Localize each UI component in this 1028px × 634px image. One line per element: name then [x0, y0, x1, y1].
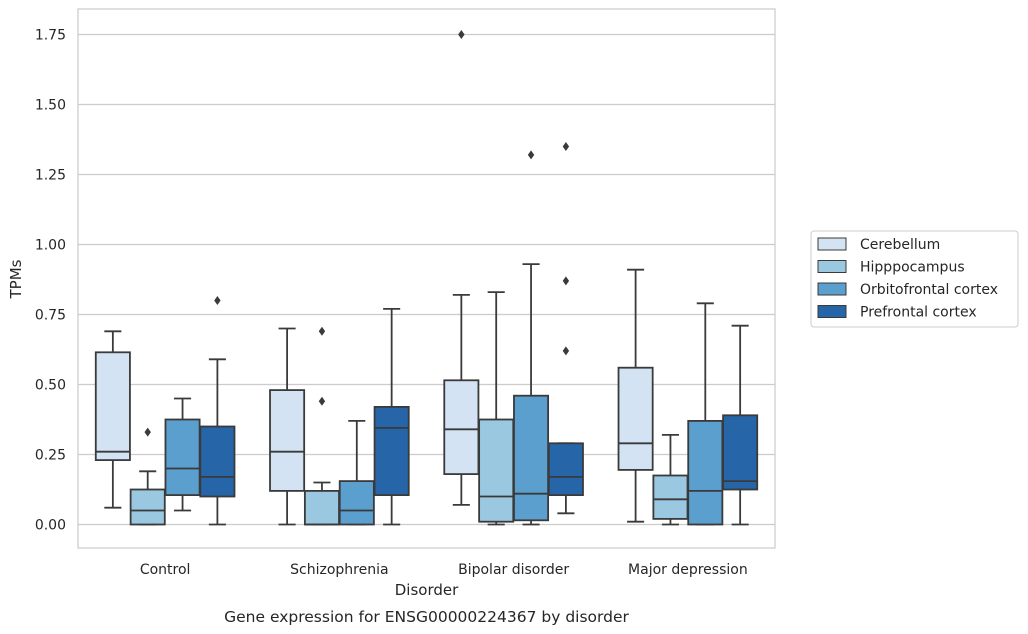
x-tick-labels: Control Schizophrenia Bipolar disorder Majo… — [140, 562, 748, 578]
x-tick-label: Major depression — [628, 562, 748, 578]
legend-label: Prefrontal cortex — [860, 305, 977, 321]
box-cerebellum — [94, 330, 131, 509]
legend-swatch — [817, 282, 847, 296]
box-iqr — [478, 418, 515, 523]
y-tick-label: 1.00 — [35, 238, 66, 254]
box-iqr — [269, 389, 306, 492]
y-axis-label: TPMs — [7, 259, 25, 299]
box-iqr — [129, 488, 166, 526]
box-iqr — [722, 414, 759, 491]
legend-swatch — [817, 305, 847, 318]
legend-frame — [810, 230, 1019, 328]
y-tick-label: 1.75 — [35, 28, 66, 44]
box-iqr — [547, 442, 584, 496]
outlier-point — [527, 150, 535, 160]
box-iqr — [94, 351, 131, 461]
y-tick-label: 0.50 — [35, 378, 66, 394]
x-tick-label: Control — [140, 562, 191, 578]
box-iqr — [303, 489, 340, 526]
box-cerebellum — [443, 30, 480, 506]
boxes — [94, 30, 759, 526]
legend-label: Cerebellum — [860, 237, 940, 253]
box-orbitofrontal-cortex — [164, 397, 201, 512]
outlier-point — [318, 396, 326, 406]
box-iqr — [652, 474, 689, 520]
box-prefrontal-cortex — [547, 142, 584, 515]
x-axis-label: Disorder — [395, 581, 459, 599]
outlier-point — [318, 326, 326, 336]
outlier-point — [562, 276, 570, 286]
box-hipppocampus — [652, 433, 689, 526]
y-tick-label: 0.00 — [35, 518, 66, 534]
box-orbitofrontal-cortex — [513, 150, 550, 526]
box-iqr — [164, 418, 201, 496]
y-tick-label: 0.75 — [35, 308, 66, 324]
box-iqr — [338, 480, 375, 526]
outlier-point — [562, 142, 570, 151]
box-orbitofrontal-cortex — [338, 419, 375, 526]
box-cerebellum — [269, 327, 306, 526]
x-tick-label: Schizophrenia — [290, 562, 388, 578]
y-tick-label: 1.25 — [35, 168, 66, 184]
outlier-point — [214, 296, 221, 305]
y-tick-label: 0.25 — [35, 448, 66, 464]
y-tick-labels: 0.00 0.25 0.50 0.75 1.00 1.25 1.50 1.75 — [35, 28, 66, 534]
legend-label: Hipppocampus — [860, 260, 965, 276]
box-iqr — [199, 425, 236, 498]
box-cerebellum — [617, 268, 654, 523]
legend-swatch — [817, 260, 847, 273]
outlier-point — [144, 427, 151, 437]
outlier-point — [458, 30, 465, 39]
box-iqr — [617, 366, 654, 471]
x-tick-label: Bipolar disorder — [458, 562, 569, 578]
box-iqr — [443, 379, 480, 475]
legend-swatch — [817, 237, 847, 251]
legend: Cerebellum Hipppocampus Orbitofrontal cort… — [810, 230, 1019, 328]
box-prefrontal-cortex — [722, 324, 759, 526]
box-prefrontal-cortex — [373, 307, 410, 526]
box-orbitofrontal-cortex — [687, 302, 724, 526]
legend-label: Orbitofrontal cortex — [860, 282, 998, 298]
box-prefrontal-cortex — [199, 296, 236, 526]
box-hipppocampus — [478, 291, 515, 526]
box-hipppocampus — [129, 427, 166, 526]
y-tick-label: 1.50 — [35, 98, 66, 114]
box-iqr — [687, 419, 724, 526]
box-iqr — [373, 405, 410, 496]
box-hipppocampus — [303, 326, 340, 526]
outlier-point — [562, 346, 570, 356]
plot-frame — [77, 8, 776, 549]
box-iqr — [513, 394, 550, 522]
chart-caption: Gene expression for ENSG00000224367 by d… — [224, 608, 629, 626]
